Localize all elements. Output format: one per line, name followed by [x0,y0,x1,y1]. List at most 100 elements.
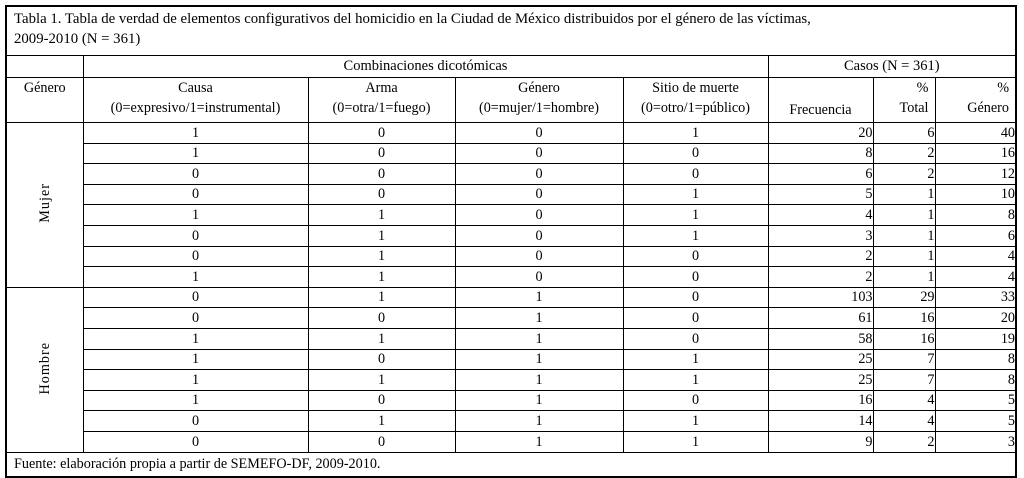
bit-cell: 1 [307,245,456,268]
bit-cell: 0 [82,430,309,453]
table-title-line-1: Tabla 1. Tabla de verdad de elementos co… [14,11,811,27]
value-cell: 4 [934,245,1017,268]
row-group-label-hombre: Hombre [5,286,84,453]
table-row: 1 1 1 1 25 7 8 [6,369,1017,391]
bit-cell: 1 [454,410,624,432]
header-pct-genero-line1: % [997,80,1010,96]
truth-table: Tabla 1. Tabla de verdad de elementos co… [5,5,1018,478]
table-title-line-2: 2009-2010 (N = 361) [14,30,141,47]
value-cell: 4 [872,410,936,432]
value-cell: 1 [872,204,936,226]
header-genero-label: Género [518,80,560,96]
bit-cell: 0 [307,183,456,206]
value-cell: 5 [934,389,1017,412]
bit-cell: 1 [82,369,309,391]
bit-cell: 0 [82,224,309,247]
value-cell: 8 [934,369,1017,391]
bit-cell: 0 [622,163,769,185]
bit-cell: 1 [82,348,309,371]
bit-cell: 0 [82,307,309,329]
value-cell: 2 [767,245,874,268]
bit-cell: 0 [82,183,309,206]
value-cell: 4 [872,389,936,412]
bit-cell: 0 [622,327,769,350]
bit-cell: 0 [307,389,456,412]
source-note: Fuente: elaboración propia a partir de S… [5,451,1017,477]
row-group-label-mujer: Mujer [5,122,84,288]
source-note-row: Fuente: elaboración propia a partir de S… [5,451,1017,477]
bit-cell: 1 [307,369,456,391]
value-cell: 20 [767,122,874,144]
bit-cell: 0 [622,142,769,165]
bit-cell: 0 [454,204,624,226]
header-causa-label: Causa [178,80,213,96]
value-cell: 2 [872,163,936,185]
bit-cell: 1 [82,389,309,412]
value-cell: 4 [934,266,1017,288]
table-title-cell: Tabla 1. Tabla de verdad de elementos co… [5,5,1017,56]
value-cell: 6 [934,224,1017,247]
bit-cell: 0 [454,142,624,165]
bit-cell: 1 [307,410,456,432]
header-genero-dicotomico: Género (0=mujer/1=hombre) [454,77,624,123]
header-sitio-sub: (0=otro/1=público) [641,99,750,116]
value-cell: 29 [872,286,936,309]
value-cell: 9 [767,430,874,453]
bit-cell: 1 [622,183,769,206]
header-empty-cell [5,55,84,78]
value-cell: 7 [872,348,936,371]
header-columns-row: Género Causa (0=expresivo/1=instrumental… [5,77,1017,123]
value-cell: 1 [872,224,936,247]
bit-cell: 1 [622,224,769,247]
bit-cell: 0 [307,348,456,371]
bit-cell: 0 [622,266,769,288]
table-row: 0 0 0 1 5 1 10 [6,183,1017,206]
value-cell: 8 [934,348,1017,371]
header-pct-genero: % Género [934,77,1017,123]
header-pct-total-line2: Total [899,99,929,116]
value-cell: 6 [872,122,936,144]
value-cell: 10 [934,183,1017,206]
value-cell: 40 [934,122,1017,144]
bit-cell: 1 [82,327,309,350]
value-cell: 33 [934,286,1017,309]
bit-cell: 1 [82,122,309,144]
bit-cell: 1 [622,204,769,226]
value-cell: 25 [767,348,874,371]
value-cell: 16 [767,389,874,412]
header-gender: Género [5,77,84,123]
bit-cell: 0 [82,245,309,268]
value-cell: 5 [934,410,1017,432]
value-cell: 2 [872,430,936,453]
table-row: 0 0 1 0 61 16 20 [6,307,1017,329]
header-arma: Arma (0=otra/1=fuego) [307,77,456,123]
bit-cell: 0 [307,307,456,329]
value-cell: 1 [872,245,936,268]
bit-cell: 0 [307,142,456,165]
bit-cell: 1 [82,142,309,165]
bit-cell: 1 [622,369,769,391]
value-cell: 8 [934,204,1017,226]
table-row: 1 1 1 0 58 16 19 [6,327,1017,350]
bit-cell: 1 [454,307,624,329]
bit-cell: 0 [454,163,624,185]
value-cell: 7 [872,369,936,391]
table-row: Mujer 1 0 0 1 20 6 40 [5,122,1017,288]
table-row: 1 0 1 1 25 7 8 [6,348,1017,371]
bit-cell: 1 [622,430,769,453]
value-cell: 16 [934,142,1017,165]
table-body: Mujer 1 0 0 1 20 6 40 1 0 0 0 8 2 16 0 0 0 0 6 2 12 0 0 0 1 5 1 10 1 1… [5,122,1017,453]
bit-cell: 1 [307,327,456,350]
value-cell: 5 [767,183,874,206]
header-pct-total-line1: % [916,80,929,96]
value-cell: 3 [767,224,874,247]
table-row: 0 1 1 1 14 4 5 [6,410,1017,432]
bit-cell: 0 [622,245,769,268]
bit-cell: 0 [82,163,309,185]
group-label-text: Mujer [36,183,53,224]
header-pct-total: % Total [872,77,936,123]
bit-cell: 1 [307,204,456,226]
